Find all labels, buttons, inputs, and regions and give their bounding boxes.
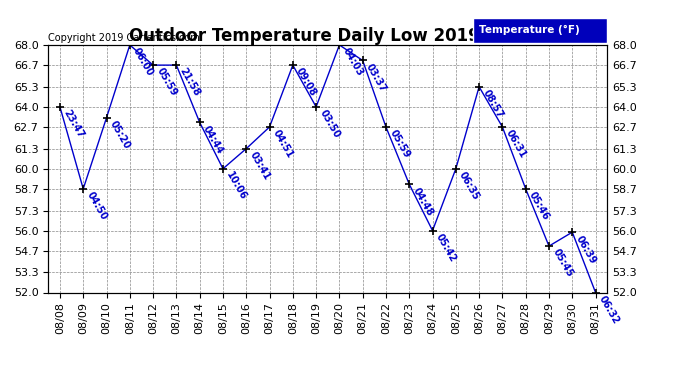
Text: 06:35: 06:35 — [457, 170, 482, 202]
Text: 06:32: 06:32 — [597, 294, 621, 326]
Text: 10:06: 10:06 — [224, 170, 248, 202]
Text: 21:58: 21:58 — [178, 66, 202, 99]
Text: 04:44: 04:44 — [201, 124, 225, 156]
Text: 04:03: 04:03 — [341, 46, 365, 78]
Text: 06:39: 06:39 — [573, 234, 598, 266]
Text: 05:42: 05:42 — [434, 232, 458, 264]
Text: 03:50: 03:50 — [317, 108, 342, 140]
Text: 08:57: 08:57 — [480, 88, 504, 120]
FancyBboxPatch shape — [473, 18, 607, 42]
Text: 05:20: 05:20 — [108, 119, 132, 151]
Text: Copyright 2019 Carfentics.com: Copyright 2019 Carfentics.com — [48, 33, 200, 42]
Text: 06:31: 06:31 — [504, 128, 528, 160]
Text: 04:51: 04:51 — [271, 128, 295, 160]
Text: 03:41: 03:41 — [248, 150, 272, 182]
Text: 09:08: 09:08 — [294, 66, 318, 99]
Text: 05:46: 05:46 — [527, 190, 551, 222]
Text: 23:47: 23:47 — [61, 108, 86, 140]
Text: 06:00: 06:00 — [131, 46, 155, 78]
Text: 05:59: 05:59 — [155, 66, 179, 98]
Title: Outdoor Temperature Daily Low 20190901: Outdoor Temperature Daily Low 20190901 — [129, 27, 526, 45]
Text: 04:50: 04:50 — [85, 190, 109, 222]
Text: 03:37: 03:37 — [364, 62, 388, 94]
Text: 05:59: 05:59 — [387, 128, 411, 160]
Text: Temperature (°F): Temperature (°F) — [479, 25, 580, 35]
Text: 04:48: 04:48 — [411, 186, 435, 218]
Text: 05:45: 05:45 — [551, 248, 575, 279]
